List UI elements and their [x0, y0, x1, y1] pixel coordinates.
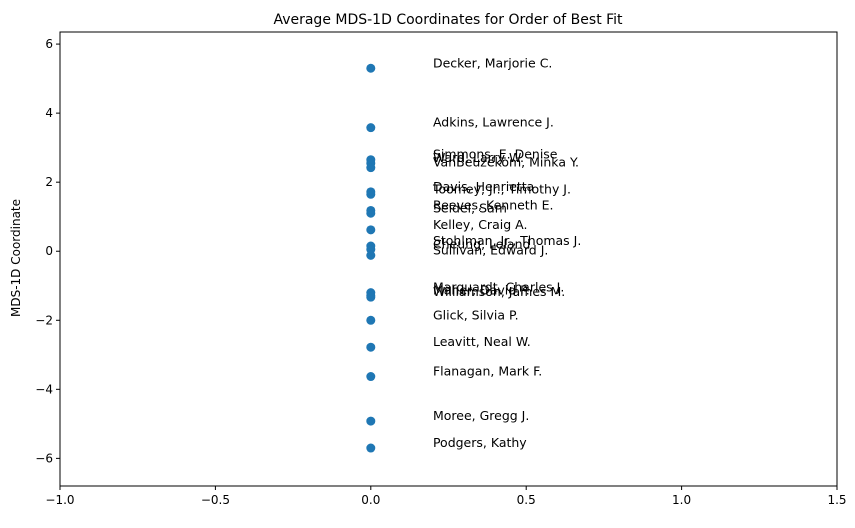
y-tick-label: −6 — [35, 451, 53, 465]
point-label: Kelley, Craig A. — [433, 217, 527, 232]
point-label: Davis, Henrietta — [433, 179, 534, 194]
y-tick-label: −4 — [35, 382, 53, 396]
data-point — [366, 250, 376, 260]
point-label: Simmons, E. Denise — [433, 147, 558, 162]
data-point — [366, 342, 376, 352]
data-point — [366, 123, 376, 133]
y-tick-label: 2 — [45, 175, 53, 189]
chart-title: Average MDS-1D Coordinates for Order of … — [273, 12, 623, 28]
point-label: Toomey, Jr., Timothy J. — [432, 181, 571, 196]
point-label: Sullivan, Edward J. — [433, 242, 548, 257]
x-tick-label: 1.0 — [672, 493, 691, 507]
point-label: Maher, David P. — [433, 282, 530, 297]
y-tick-label: 0 — [45, 244, 53, 258]
data-point — [366, 208, 376, 218]
point-label: Glick, Silvia P. — [433, 307, 519, 322]
data-point — [366, 63, 376, 73]
point-label: Marquardt, Charles J. — [433, 280, 564, 295]
data-point — [366, 189, 376, 199]
point-label: VanBeuzekom, Minka Y. — [433, 155, 579, 170]
y-tick-label: −2 — [35, 313, 53, 327]
data-point — [366, 163, 376, 173]
point-label: Seidel, Sam — [433, 200, 507, 215]
data-point — [366, 292, 376, 302]
data-point — [366, 443, 376, 453]
y-tick-label: 6 — [45, 37, 53, 51]
data-point — [366, 315, 376, 325]
point-label: Ward, Larry W. — [433, 150, 524, 165]
point-label: Moree, Gregg J. — [433, 408, 529, 423]
x-tick-label: 1.5 — [827, 493, 846, 507]
plot-area: −1.0 −0.5 0.0 0.5 1.0 1.5 −6 −4 −2 0 2 4 6 Decker, Ma… — [35, 31, 847, 507]
point-label: Decker, Marjorie C. — [433, 55, 552, 70]
x-tick-label: −0.5 — [201, 493, 230, 507]
point-label: Adkins, Lawrence J. — [433, 115, 554, 130]
point-label: Leavitt, Neal W. — [433, 334, 531, 349]
point-label: Cheung, Leland — [433, 237, 530, 252]
data-point — [366, 416, 376, 426]
data-point — [366, 225, 376, 235]
y-tick-label: 4 — [45, 106, 53, 120]
point-label: Flanagan, Mark F. — [433, 364, 542, 379]
point-label: Reeves, Kenneth E. — [433, 197, 554, 212]
plot-frame — [59, 31, 838, 487]
x-tick-label: 0.5 — [517, 493, 536, 507]
point-label: Williamson, James M. — [433, 284, 565, 299]
x-tick-label: −1.0 — [45, 493, 74, 507]
data-point — [366, 372, 376, 382]
x-tick-label: 0.0 — [361, 493, 380, 507]
point-label: Podgers, Kathy — [433, 435, 527, 450]
point-label: Stohlman, Jr., Thomas J. — [433, 233, 581, 248]
y-axis-label: MDS-1D Coordinate — [9, 199, 23, 317]
